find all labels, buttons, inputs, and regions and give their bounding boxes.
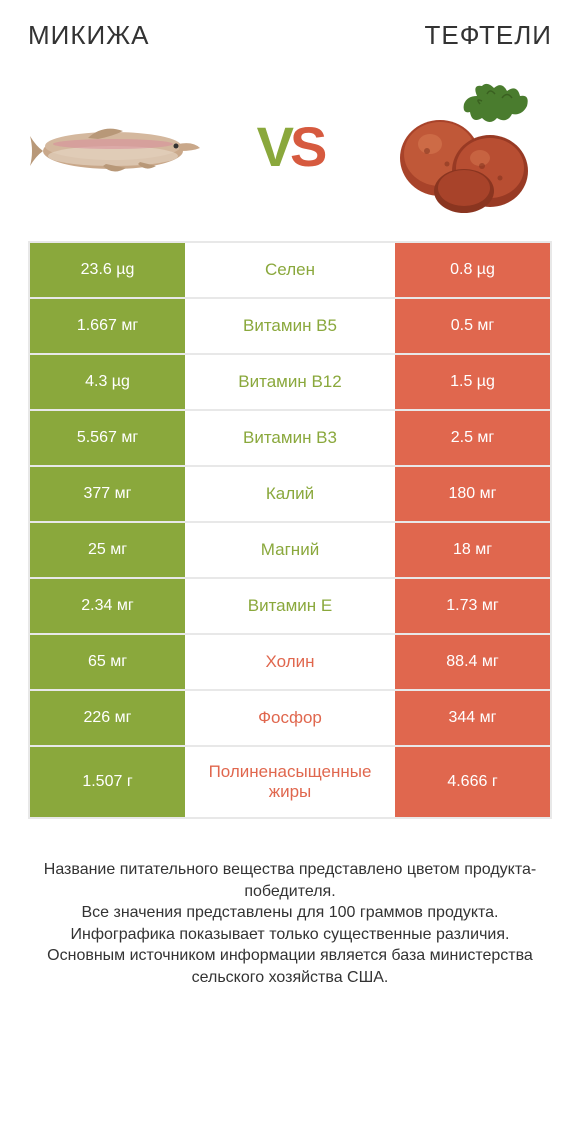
table-row: 1.667 мгВитамин B50.5 мг (30, 299, 550, 355)
cell-right-value: 2.5 мг (395, 411, 550, 465)
vs-label: VS (257, 114, 324, 179)
cell-left-value: 65 мг (30, 635, 185, 689)
cell-nutrient-label: Витамин B5 (185, 299, 395, 353)
cell-nutrient-label: Калий (185, 467, 395, 521)
cell-left-value: 377 мг (30, 467, 185, 521)
cell-right-value: 1.5 µg (395, 355, 550, 409)
cell-right-value: 0.8 µg (395, 243, 550, 297)
table-row: 377 мгКалий180 мг (30, 467, 550, 523)
table-row: 5.567 мгВитамин B32.5 мг (30, 411, 550, 467)
cell-left-value: 1.667 мг (30, 299, 185, 353)
cell-right-value: 4.666 г (395, 747, 550, 817)
cell-nutrient-label: Селен (185, 243, 395, 297)
table-row: 226 мгФосфор344 мг (30, 691, 550, 747)
table-row: 23.6 µgСелен0.8 µg (30, 243, 550, 299)
vs-s: S (290, 115, 323, 178)
left-image (28, 76, 208, 216)
cell-right-value: 1.73 мг (395, 579, 550, 633)
cell-nutrient-label: Полиненасыщенные жиры (185, 747, 395, 817)
cell-right-value: 88.4 мг (395, 635, 550, 689)
cell-left-value: 23.6 µg (30, 243, 185, 297)
cell-right-value: 344 мг (395, 691, 550, 745)
cell-left-value: 226 мг (30, 691, 185, 745)
cell-right-value: 18 мг (395, 523, 550, 577)
title-right: Тефтели (424, 20, 552, 51)
vs-v: V (257, 115, 290, 178)
cell-left-value: 5.567 мг (30, 411, 185, 465)
table-row: 25 мгМагний18 мг (30, 523, 550, 579)
table-row: 65 мгХолин88.4 мг (30, 635, 550, 691)
table-row: 1.507 гПолиненасыщенные жиры4.666 г (30, 747, 550, 819)
cell-nutrient-label: Витамин B12 (185, 355, 395, 409)
comparison-infographic: Микижа Тефтели VS (0, 0, 580, 1144)
images-row: VS (28, 71, 552, 221)
cell-left-value: 1.507 г (30, 747, 185, 817)
cell-left-value: 25 мг (30, 523, 185, 577)
comparison-table: 23.6 µgСелен0.8 µg1.667 мгВитамин B50.5 … (28, 241, 552, 819)
cell-left-value: 2.34 мг (30, 579, 185, 633)
fish-icon (28, 76, 208, 216)
footer-line-4: Основным источником информации является … (32, 945, 548, 988)
footer-line-1: Название питательного вещества представл… (32, 859, 548, 902)
cell-nutrient-label: Магний (185, 523, 395, 577)
cell-nutrient-label: Холин (185, 635, 395, 689)
meatballs-icon (372, 76, 552, 216)
footer-notes: Название питательного вещества представл… (28, 859, 552, 989)
cell-nutrient-label: Фосфор (185, 691, 395, 745)
cell-right-value: 0.5 мг (395, 299, 550, 353)
cell-left-value: 4.3 µg (30, 355, 185, 409)
cell-nutrient-label: Витамин B3 (185, 411, 395, 465)
cell-right-value: 180 мг (395, 467, 550, 521)
cell-nutrient-label: Витамин E (185, 579, 395, 633)
title-left: Микижа (28, 20, 150, 51)
footer-line-2: Все значения представлены для 100 граммо… (32, 902, 548, 924)
header: Микижа Тефтели (28, 20, 552, 51)
right-image (372, 76, 552, 216)
table-row: 2.34 мгВитамин E1.73 мг (30, 579, 550, 635)
table-row: 4.3 µgВитамин B121.5 µg (30, 355, 550, 411)
footer-line-3: Инфографика показывает только существенн… (32, 924, 548, 946)
